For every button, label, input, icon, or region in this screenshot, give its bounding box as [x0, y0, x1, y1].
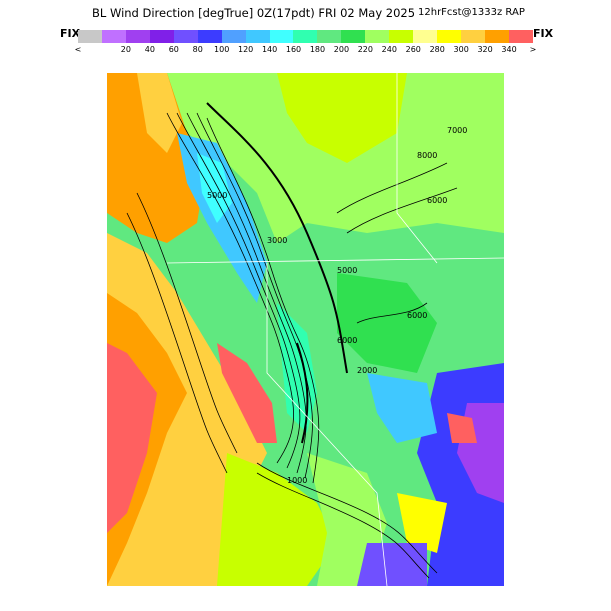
colorbar-tick-label: 40 [144, 45, 155, 54]
highlighted-contours [206, 102, 348, 444]
wind-direction-map: 8000 6000 6000 5000 3000 2000 1000 6000 … [107, 73, 504, 586]
colorbar-swatch [365, 30, 390, 43]
title-main: BL Wind Direction [degTrue] 0Z(17pdt) FR… [92, 6, 416, 20]
colorbar-tick-label: 140 [261, 45, 278, 54]
colorbar-swatch [197, 30, 222, 43]
ne-field [407, 73, 504, 133]
contour-label-6: 2000 [357, 366, 377, 375]
colorbar-tick-label: 240 [381, 45, 397, 54]
contour-label-3: 6000 [407, 311, 427, 320]
colorbar-swatch [413, 30, 438, 43]
colorbar-tick-label: 320 [477, 45, 493, 54]
colorbar-swatch [245, 30, 270, 43]
colorbar-swatch [78, 30, 102, 43]
north-yellow-patch [277, 73, 407, 163]
map-canvas: 8000 6000 6000 5000 3000 2000 1000 6000 … [107, 73, 504, 586]
colorbar-tick-label: 340 [501, 45, 517, 54]
nw-offshore [107, 73, 207, 243]
colorbar-swatch [484, 30, 509, 43]
title-forecast: 12hrFcst@1333z RAP [418, 7, 525, 18]
colorbar-tick-label: < [74, 45, 82, 54]
colorbar-swatch [317, 30, 342, 43]
colorbar-tick-label: 280 [429, 45, 445, 54]
colorbar-tick-label: 100 [214, 45, 230, 54]
colorbar-tick-label: 80 [192, 45, 203, 54]
state-borders [166, 73, 504, 586]
colorbar-tick-label: 180 [309, 45, 326, 54]
colorbar-left-label: FIX [60, 27, 81, 40]
colorbar-tick-label: 20 [120, 45, 131, 54]
socal-yellow [217, 453, 337, 586]
colorbar-tick-label: 160 [285, 45, 302, 54]
cascade-cyan [177, 133, 267, 303]
colorbar-tick-label: 120 [237, 45, 254, 54]
terrain-contours [126, 112, 458, 579]
se-red-patch [447, 413, 477, 443]
colorbar-swatch [173, 30, 198, 43]
north-field [167, 73, 504, 243]
contour-label-1: 8000 [417, 151, 437, 160]
colorbar-tick-label: > [529, 45, 537, 54]
colorbar-swatch [461, 30, 485, 43]
colorbar-swatch [293, 30, 318, 43]
colorbar-tick-label: 60 [168, 45, 179, 54]
contour-label-7: 1000 [287, 476, 307, 485]
colorbar-right-label: FIX [533, 27, 554, 40]
colorbar-swatch [101, 30, 126, 43]
colorbar [78, 30, 533, 43]
colorbar-swatch [221, 30, 246, 43]
contour-label-10: 7000 [447, 126, 467, 135]
colorbar-swatch [125, 30, 150, 43]
colorbar-swatch [437, 30, 461, 43]
colorbar-swatch [508, 30, 533, 43]
colorbar-tick-label: 260 [405, 45, 421, 54]
south-purple [357, 543, 427, 586]
colorbar-swatch [269, 30, 294, 43]
colorbar-tick-label: 200 [333, 45, 350, 54]
colorbar-swatch [389, 30, 414, 43]
utah-cyan [367, 373, 437, 443]
contour-labels: 8000 6000 6000 5000 3000 2000 1000 6000 … [207, 126, 467, 485]
colorbar-tick-label: 220 [357, 45, 373, 54]
cascade-cyan-light [197, 153, 232, 223]
contour-label-2: 6000 [427, 196, 447, 205]
se-yellow-patch [397, 493, 447, 553]
contour-label-9: 5000 [207, 191, 227, 200]
nevada-green [337, 273, 437, 373]
contour-label-8: 6000 [337, 336, 357, 345]
colorbar-swatch [341, 30, 366, 43]
colorbar-tick-labels: <20 40 60 80 100 120 140 160 180 200 220 240 260 280 3… [74, 45, 537, 57]
central-valley-red [217, 343, 277, 443]
colorbar-tick-label: 300 [453, 45, 469, 54]
contour-label-4: 5000 [337, 266, 357, 275]
contour-label-5: 3000 [267, 236, 287, 245]
nw-yellow [137, 73, 182, 153]
colorbar-swatch [149, 30, 174, 43]
offshore-red [107, 343, 157, 533]
